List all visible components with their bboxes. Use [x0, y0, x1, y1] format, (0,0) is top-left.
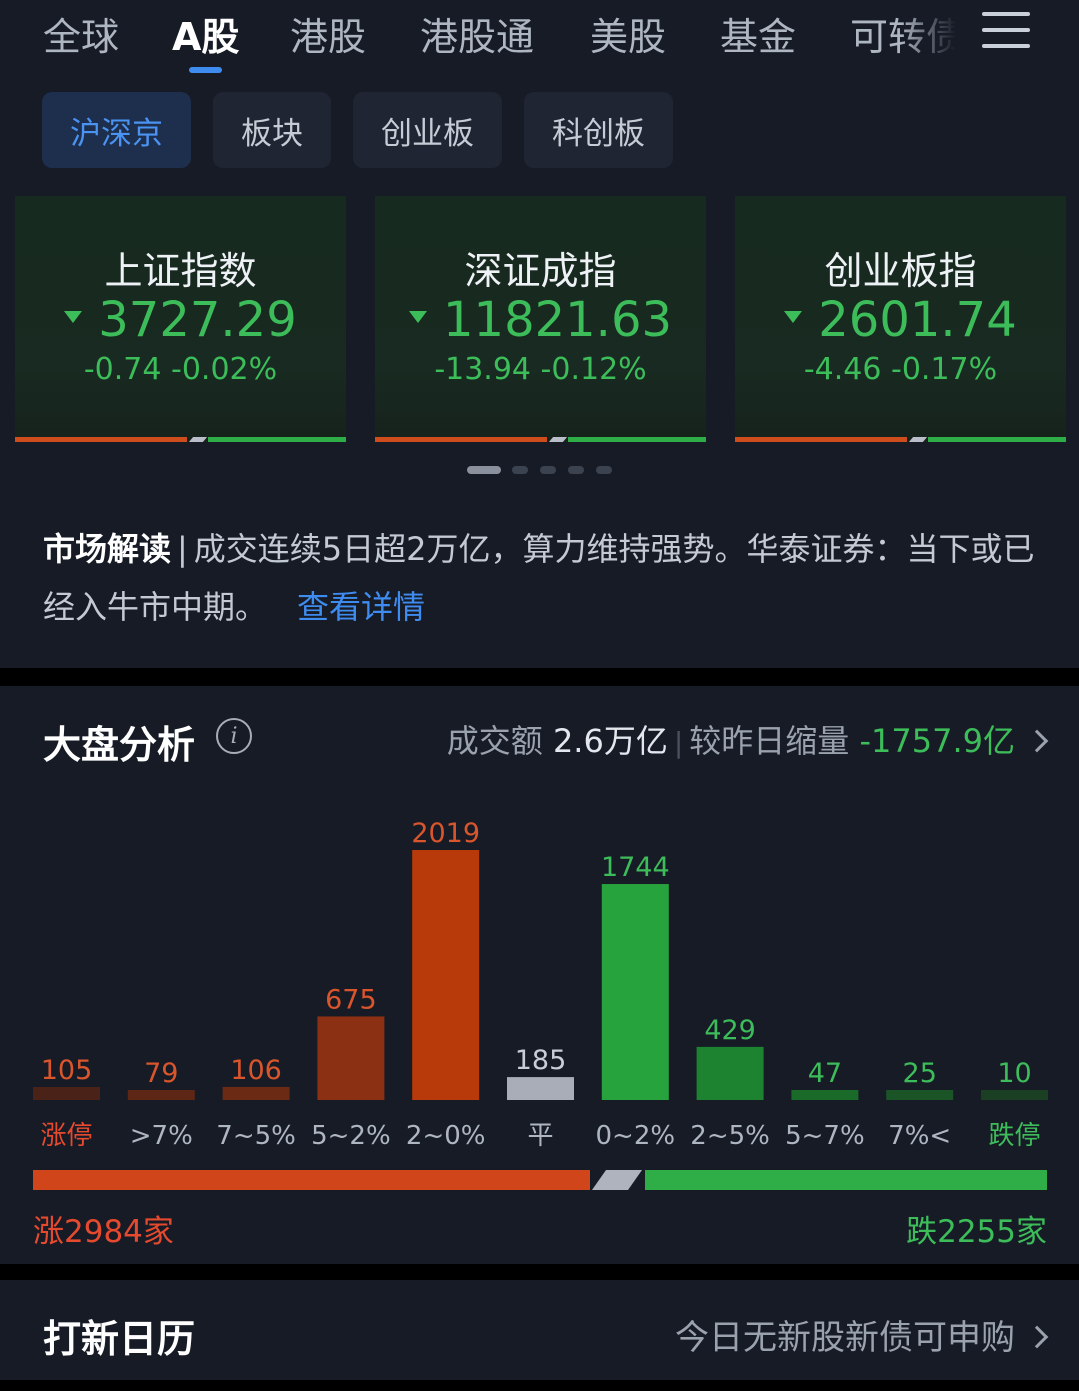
- market-commentary-text: 成交连续5日超2万亿，算力维持强势。华泰证券：当下或已经入牛市中期。: [43, 530, 1035, 626]
- compare-value: -1757.9亿: [859, 722, 1015, 760]
- carousel-dot: [568, 466, 584, 474]
- price-change-distribution-chart: 105 涨停 79 >7% 106 7~5% 675 5~2% 2019 2~0% 185 平 1744…: [33, 818, 1048, 1151]
- bar-value-label: 105: [41, 1055, 93, 1086]
- compare-label: 较昨日缩量: [689, 722, 850, 760]
- bar-value-label: 2019: [411, 818, 480, 849]
- bar-7: [696, 1046, 764, 1100]
- index-price: 11821.63: [375, 292, 706, 348]
- tab-hk-connect[interactable]: 港股通: [420, 15, 535, 59]
- carousel-dot: [596, 466, 612, 474]
- index-price: 2601.74: [735, 292, 1066, 348]
- subtab-star-market[interactable]: 科创板: [524, 92, 673, 168]
- fall-ratio-segment: [645, 1170, 1047, 1190]
- bar-category-label: 平: [527, 1121, 553, 1151]
- subtab-sector[interactable]: 板块: [213, 92, 331, 168]
- subtab-chinext[interactable]: 创业板: [353, 92, 502, 168]
- down-arrow-icon: [408, 311, 427, 323]
- index-name: 创业板指: [824, 249, 977, 293]
- index-change: -13.94 -0.12%: [434, 352, 647, 387]
- market-commentary: 市场解读 | 成交连续5日超2万亿，算力维持强势。华泰证券：当下或已经入牛市中期。查…: [43, 530, 1035, 626]
- turnover-summary[interactable]: 成交额 2.6万亿 | 较昨日缩量 -1757.9亿: [446, 716, 1049, 762]
- ipo-calendar-title: 打新日历: [43, 1317, 196, 1361]
- turnover-label: 成交额: [446, 722, 543, 760]
- ipo-calendar-note: 今日无新股新债可申购: [675, 1310, 1049, 1359]
- bar-category-label: 5~2%: [311, 1121, 391, 1151]
- bar-10: [981, 1090, 1048, 1100]
- rise-ratio-segment: [33, 1170, 590, 1190]
- breadth-bar: [735, 437, 1066, 442]
- bar-value-label: 106: [230, 1055, 282, 1086]
- tab-a-share[interactable]: A股: [172, 15, 240, 59]
- bar-2: [222, 1086, 290, 1100]
- tab-hk-stock[interactable]: 港股: [290, 15, 367, 59]
- market-commentary-label: 市场解读: [43, 530, 172, 568]
- index-name: 上证指数: [104, 249, 257, 293]
- index-name: 深证成指: [464, 249, 617, 293]
- active-tab-indicator: [189, 67, 222, 73]
- bar-4: [412, 850, 480, 1100]
- index-change: -0.74 -0.02%: [83, 352, 278, 387]
- index-price: 3727.29: [15, 292, 346, 348]
- bar-0: [33, 1086, 100, 1100]
- bar-category-label: 2~0%: [406, 1121, 486, 1151]
- bar-value-label: 185: [515, 1045, 567, 1076]
- bar-8: [791, 1090, 859, 1100]
- analysis-title: 大盘分析: [43, 723, 196, 767]
- bar-6: [601, 884, 669, 1100]
- index-card-chinext[interactable]: 创业板指 2601.74 -4.46 -0.17%: [735, 196, 1066, 442]
- carousel-dot: [512, 466, 528, 474]
- bar-value-label: 675: [325, 984, 377, 1015]
- bar-value-label: 429: [704, 1015, 756, 1046]
- info-icon[interactable]: i: [216, 718, 252, 754]
- market-tabs: 全球 A股 港股 港股通 美股 基金 可转债: [0, 0, 1079, 80]
- view-details-link[interactable]: 查看详情: [297, 588, 426, 626]
- carousel-dot-active: [467, 466, 501, 474]
- bar-9: [886, 1090, 954, 1100]
- bar-value-label: 47: [808, 1058, 842, 1089]
- menu-icon[interactable]: [982, 12, 1032, 52]
- tab-fund[interactable]: 基金: [720, 15, 797, 59]
- bar-3: [317, 1016, 385, 1100]
- subtab-hushenjing[interactable]: 沪深京: [42, 92, 191, 168]
- index-card-shenzhen[interactable]: 深证成指 11821.63 -13.94 -0.12%: [375, 196, 706, 442]
- bar-category-label: 跌停: [988, 1121, 1040, 1151]
- chevron-right-icon: [1025, 1325, 1049, 1349]
- index-card-shanghai[interactable]: 上证指数 3727.29 -0.74 -0.02%: [15, 196, 346, 442]
- tab-us-stock[interactable]: 美股: [590, 15, 667, 59]
- bar-category-label: 0~2%: [596, 1121, 676, 1151]
- rise-fall-ratio-bar: [33, 1170, 1047, 1190]
- flat-ratio-segment: [591, 1170, 643, 1190]
- bar-category-label: 7%<: [888, 1121, 951, 1151]
- bar-5: [507, 1077, 574, 1100]
- bar-value-label: 1744: [601, 852, 670, 883]
- bar-value-label: 79: [144, 1058, 178, 1089]
- bar-value-label: 10: [997, 1058, 1031, 1089]
- down-arrow-icon: [784, 311, 803, 323]
- tab-global[interactable]: 全球: [43, 15, 120, 59]
- bar-1: [127, 1090, 195, 1100]
- fall-count: 跌2255家: [906, 1214, 1047, 1250]
- bar-value-label: 25: [903, 1058, 937, 1089]
- bar-category-label: 2~5%: [690, 1121, 770, 1151]
- bar-category-label: 7~5%: [216, 1121, 296, 1151]
- tab-fade: [900, 0, 980, 70]
- bar-category-label: 5~7%: [785, 1121, 865, 1151]
- market-analysis-panel: 大盘分析 i 成交额 2.6万亿 | 较昨日缩量 -1757.9亿 105 涨停 79 >…: [0, 686, 1079, 1264]
- bar-category-label: 涨停: [40, 1121, 92, 1151]
- breadth-bar: [15, 437, 346, 442]
- rise-count: 涨2984家: [33, 1214, 174, 1250]
- index-change: -4.46 -0.17%: [803, 352, 998, 387]
- bar-category-label: >7%: [130, 1121, 193, 1151]
- carousel-dot: [540, 466, 556, 474]
- ipo-calendar-row[interactable]: 打新日历 今日无新股新债可申购: [0, 1280, 1079, 1380]
- down-arrow-icon: [64, 311, 83, 323]
- market-overview-panel: 全球 A股 港股 港股通 美股 基金 可转债 沪深京 板块 创业板 科创板 上证…: [0, 0, 1079, 668]
- turnover-value: 2.6万亿: [552, 722, 668, 760]
- breadth-bar: [375, 437, 706, 442]
